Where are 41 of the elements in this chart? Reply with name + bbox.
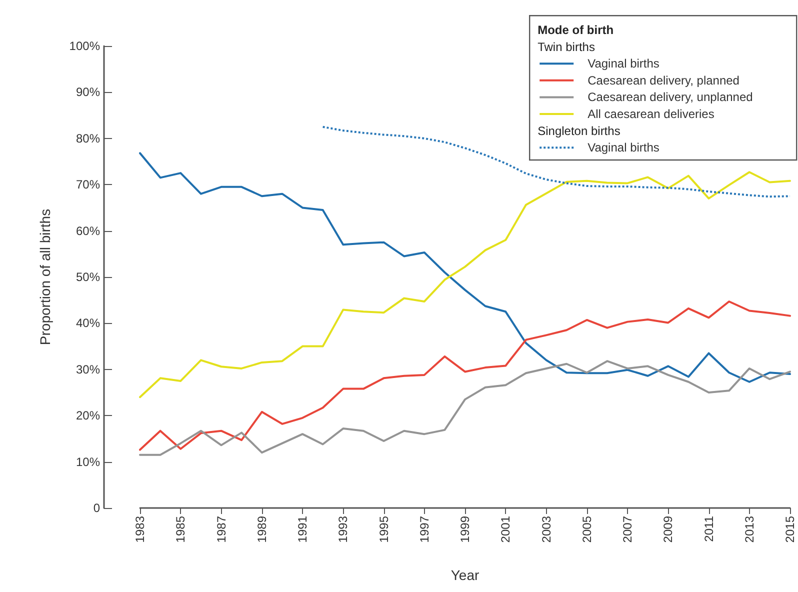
- legend-label: Vaginal births: [588, 56, 660, 71]
- y-tick-label: 40%: [76, 316, 100, 330]
- x-tick-label: 2007: [620, 516, 634, 543]
- y-tick-label: 80%: [76, 131, 100, 146]
- x-tick-label: 1983: [133, 516, 147, 543]
- x-tick-label: 2011: [702, 516, 716, 542]
- legend-title: Mode of birth: [538, 23, 614, 37]
- y-tick-label: 10%: [76, 454, 100, 469]
- line-series: [322, 126, 791, 198]
- y-axis-title: Proportion of all births: [37, 208, 53, 346]
- y-tick-label: 70%: [76, 178, 100, 192]
- x-tick-label: 2003: [539, 516, 554, 543]
- x-tick-label: 1993: [336, 516, 350, 543]
- x-tick-label: 1995: [376, 516, 391, 543]
- y-tick-label: 50%: [76, 270, 100, 284]
- line-series: [139, 300, 791, 451]
- x-tick-label: 1997: [417, 516, 432, 543]
- y-tick-label: 0: [93, 501, 100, 515]
- legend-label: Caesarean delivery, planned: [588, 73, 740, 88]
- x-tick-label: 2015: [783, 516, 797, 543]
- x-tick-label: 1991: [296, 516, 310, 543]
- x-tick-label: 1985: [174, 516, 188, 543]
- y-tick-label: 100%: [69, 39, 100, 53]
- x-tick-label: 2009: [661, 516, 676, 543]
- y-tick-label: 20%: [76, 408, 100, 423]
- x-tick-label: 2013: [742, 516, 756, 543]
- x-tick-label: 1999: [458, 516, 472, 543]
- x-tick-label: 2001: [498, 516, 513, 543]
- y-tick-label: 30%: [76, 362, 100, 376]
- x-tick-label: 2005: [580, 516, 594, 543]
- legend-label: Caesarean delivery, unplanned: [588, 90, 753, 104]
- annotation: Singleton births: [538, 124, 620, 138]
- line-series: [139, 360, 791, 456]
- x-axis-title: Year: [450, 567, 480, 583]
- x-tick-label: 1987: [214, 516, 228, 543]
- legend-label: All caesarean deliveries: [588, 107, 714, 121]
- legend-label: Vaginal births: [588, 140, 660, 155]
- annotation: Twin births: [538, 40, 595, 54]
- y-tick-label: 90%: [76, 85, 100, 100]
- y-tick-label: 60%: [76, 224, 100, 238]
- x-tick-label: 1989: [254, 516, 269, 543]
